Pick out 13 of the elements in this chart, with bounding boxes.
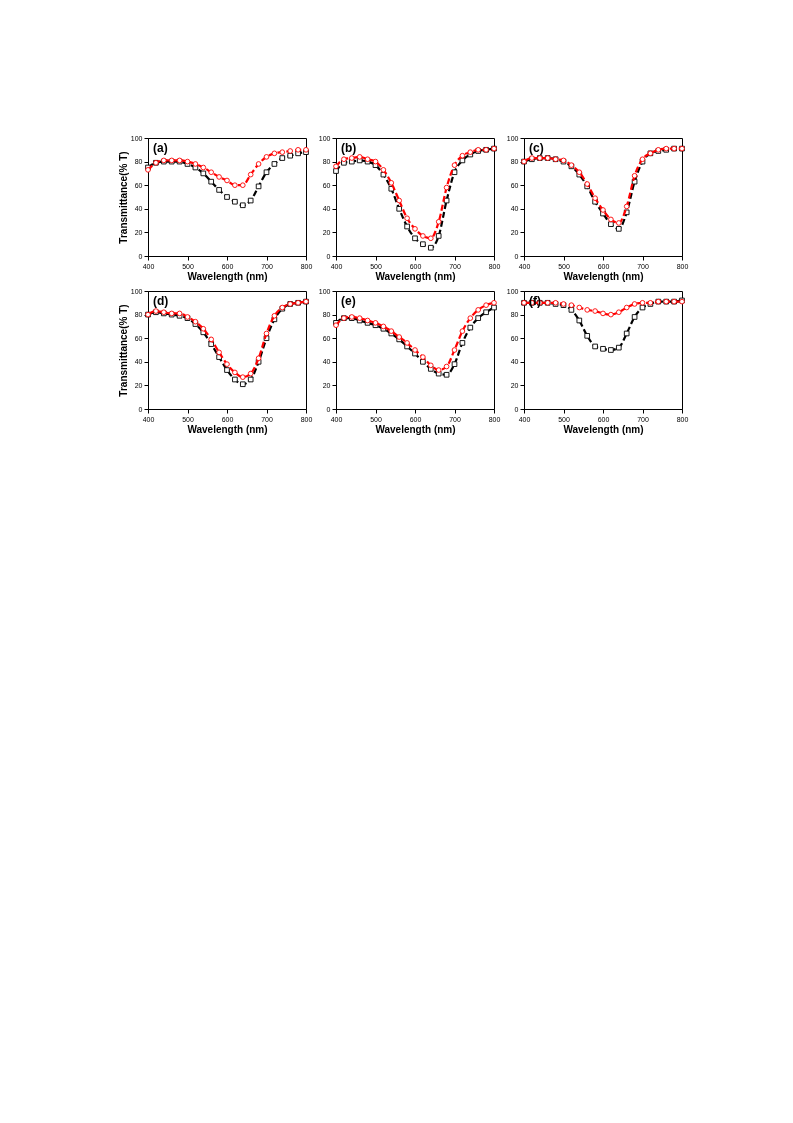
x-axis-title: Wavelength (nm) xyxy=(187,270,268,282)
annotation: (a) xyxy=(153,141,168,155)
x-axis-title: Wavelength (nm) xyxy=(563,423,644,435)
annotation: (c) xyxy=(529,141,544,155)
y-axis-title: Transmittance(% T) xyxy=(117,304,129,397)
annotation: (b) xyxy=(341,141,357,155)
x-axis-title: Wavelength (nm) xyxy=(563,270,644,282)
annotation: (e) xyxy=(341,294,356,308)
annotation: (d) xyxy=(153,294,169,308)
x-axis-title: Wavelength (nm) xyxy=(375,270,456,282)
x-axis-title: Wavelength (nm) xyxy=(187,423,268,435)
x-axis-title: Wavelength (nm) xyxy=(375,423,456,435)
y-axis-title: Transmittance(% T) xyxy=(117,151,129,244)
